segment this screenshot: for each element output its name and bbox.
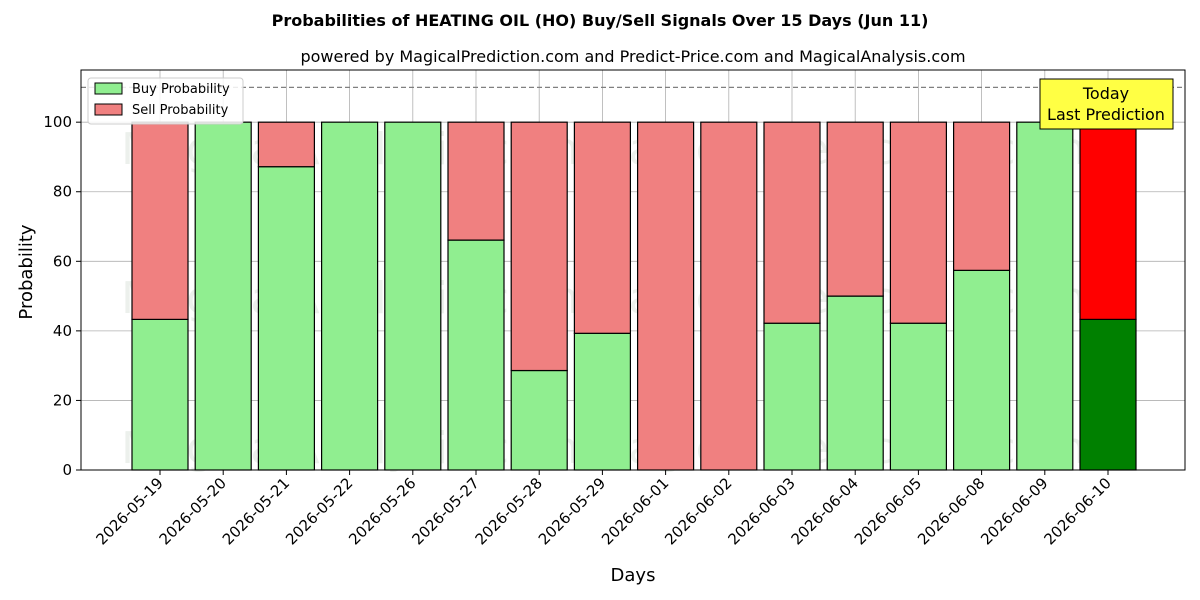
buy-bar	[573, 332, 632, 471]
y-tick-label: 100	[43, 113, 72, 131]
legend: Buy Probability Sell Probability	[87, 77, 244, 125]
chart-subtitle: powered by MagicalPrediction.com and Pre…	[300, 47, 965, 66]
sell-bar	[700, 121, 758, 471]
y-tick-label: 20	[53, 391, 72, 409]
sell-bar	[763, 121, 821, 324]
y-tick-label: 0	[62, 461, 72, 479]
buy-bar	[257, 166, 315, 471]
today-annotation: Today Last Prediction	[1039, 78, 1174, 130]
bars-layer	[131, 121, 1137, 471]
buy-bar	[194, 121, 252, 471]
buy-bar	[826, 295, 884, 471]
buy-bar	[1016, 121, 1074, 471]
annotation-text: Last Prediction	[1047, 105, 1165, 124]
y-axis: 0 20 40 60 80 100	[43, 113, 81, 479]
sell-bar	[636, 121, 695, 471]
buy-bar	[952, 269, 1011, 471]
legend-label: Buy Probability	[132, 82, 230, 97]
y-tick-label: 80	[53, 183, 72, 201]
buy-bar	[321, 121, 379, 471]
plot-frame	[80, 69, 1186, 471]
x-axis-label: Days	[611, 565, 656, 586]
y-tick-label: 60	[53, 252, 72, 270]
buy-bar	[447, 239, 505, 471]
sell-bar	[257, 121, 315, 168]
annotation-box	[1039, 78, 1174, 130]
annotation-text: Today	[1082, 84, 1129, 103]
buy-bar	[889, 322, 948, 471]
sell-bar	[826, 121, 884, 297]
buy-bar	[1079, 318, 1137, 471]
buy-bar	[131, 318, 189, 471]
sell-bar	[573, 121, 632, 334]
buy-bar	[763, 322, 821, 471]
y-tick-label: 40	[53, 322, 72, 340]
chart-title: Probabilities of HEATING OIL (HO) Buy/Se…	[272, 11, 929, 30]
legend-swatch	[94, 82, 123, 95]
legend-swatch	[94, 103, 123, 116]
buy-bar	[384, 121, 442, 471]
sell-bar	[131, 121, 189, 320]
sell-bar	[952, 121, 1011, 271]
y-axis-label: Probability	[16, 224, 37, 319]
buy-bar	[510, 369, 568, 471]
sell-bar	[447, 121, 505, 241]
legend-label: Sell Probability	[132, 103, 229, 118]
sell-bar	[510, 121, 568, 372]
sell-bar	[1079, 121, 1137, 320]
sell-bar	[889, 121, 948, 324]
legend-box	[87, 77, 244, 125]
